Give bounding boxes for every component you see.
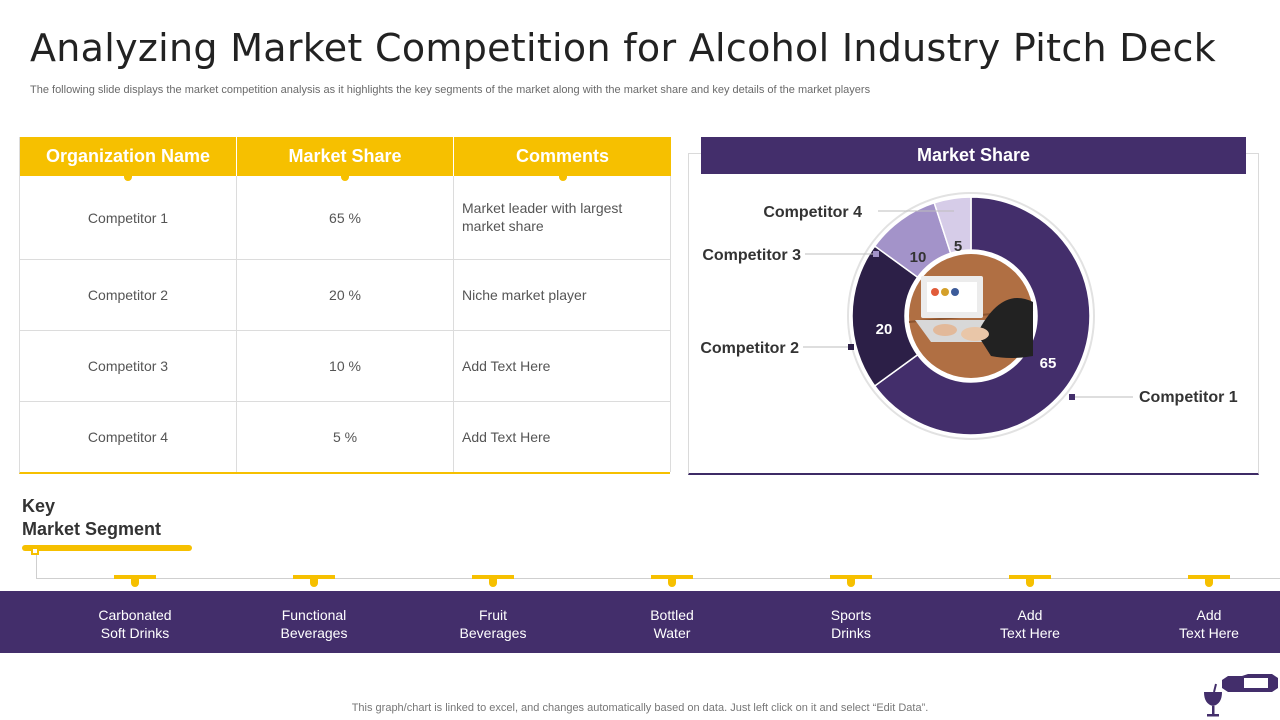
header-pointer [341, 175, 349, 181]
segment-label: Add Text Here [1000, 607, 1060, 641]
org-name-cell: Competitor 1 [20, 176, 237, 259]
category-label: Competitor 4 [763, 204, 862, 221]
category-label: Competitor 3 [702, 247, 801, 264]
segment-label: Add Text Here [1179, 607, 1239, 641]
segment-label: Bottled Water [650, 607, 694, 641]
table-row: Competitor 1 65 % Market leader with lar… [20, 176, 671, 260]
org-name-cell: Competitor 2 [20, 260, 237, 330]
callout-marker [954, 208, 960, 214]
footer-note: This graph/chart is linked to excel, and… [351, 702, 929, 714]
segment-marker [1188, 575, 1230, 589]
column-header: Comments [454, 137, 671, 181]
kms-accent-bar [22, 545, 192, 551]
market-share-cell: 10 % [237, 331, 454, 401]
segment-marker [114, 575, 156, 589]
column-header: Organization Name [20, 137, 237, 181]
column-header-label: Comments [515, 146, 609, 166]
kms-accent-marker [31, 547, 39, 555]
slide-subtitle: The following slide displays the market … [30, 84, 871, 96]
market-share-donut-chart[interactable]: 65 20 10 5 Competitor 1 Competitor 2 Competito… [688, 176, 1259, 472]
slice-value-label: 20 [876, 321, 893, 338]
comment-cell: Add Text Here [454, 331, 671, 401]
segment-item: Add Text Here [950, 575, 1110, 642]
segment-label: Fruit Beverages [459, 607, 527, 641]
callout-marker [848, 344, 854, 350]
segment-label: Sports Drinks [830, 607, 872, 641]
org-name-cell: Competitor 3 [20, 331, 237, 401]
slice-value-label: 5 [954, 238, 962, 255]
comment-cell: Niche market player [454, 260, 671, 330]
table-body: Competitor 1 65 % Market leader with lar… [20, 176, 671, 472]
market-share-cell: 20 % [237, 260, 454, 330]
callout-marker [873, 251, 879, 257]
connector-line [36, 555, 37, 578]
segment-marker [293, 575, 335, 589]
column-header-label: Market Share [288, 146, 402, 166]
comment-cell: Add Text Here [454, 402, 671, 472]
segment-band [0, 591, 1280, 653]
segment-marker [1009, 575, 1051, 589]
slice-value-label: 10 [910, 249, 927, 266]
segment-marker [830, 575, 872, 589]
org-name-cell: Competitor 4 [20, 402, 237, 472]
slide-title: Analyzing Market Competition for Alcohol… [30, 26, 1217, 70]
wine-bottle-glass-icon [1204, 674, 1278, 717]
header-pointer [558, 175, 567, 181]
segment-item: Fruit Beverages [413, 575, 573, 642]
table-row: Competitor 2 20 % Niche market player [20, 260, 671, 331]
market-share-cell: 5 % [237, 402, 454, 472]
table-header: Organization Name Market Share Comments [20, 137, 671, 181]
kms-title-line: Key [22, 496, 56, 516]
column-header: Market Share [237, 137, 454, 181]
segment-item: Add Text Here [1129, 575, 1280, 642]
segment-label: Functional Beverages [280, 607, 348, 641]
center-photo [906, 251, 1036, 381]
segment-item: Bottled Water [592, 575, 752, 642]
comment-cell: Market leader with largest market share [454, 176, 671, 259]
segment-item: Carbonated Soft Drinks [55, 575, 215, 642]
category-label: Competitor 2 [700, 340, 799, 357]
segment-item: Functional Beverages [234, 575, 394, 642]
segment-item: Sports Drinks [771, 575, 931, 642]
slice-value-label: 65 [1040, 355, 1057, 372]
header-pointer [124, 175, 132, 181]
column-header-label: Organization Name [45, 146, 211, 166]
callout-marker [1069, 394, 1075, 400]
market-share-header: Market Share [701, 137, 1246, 174]
segment-marker [472, 575, 514, 589]
segment-marker [651, 575, 693, 589]
table-row: Competitor 4 5 % Add Text Here [20, 402, 671, 472]
table-row: Competitor 3 10 % Add Text Here [20, 331, 671, 402]
segment-label: Carbonated Soft Drinks [98, 607, 172, 641]
donut-slice[interactable] [873, 196, 1091, 436]
kms-title-line: Market Segment [22, 519, 162, 539]
competition-table: Organization Name Market Share Comments … [19, 137, 671, 474]
category-label: Competitor 1 [1139, 389, 1238, 406]
market-share-cell: 65 % [237, 176, 454, 259]
donut-halo [847, 192, 1095, 440]
key-market-segment-title: Key Market Segment [22, 495, 161, 541]
